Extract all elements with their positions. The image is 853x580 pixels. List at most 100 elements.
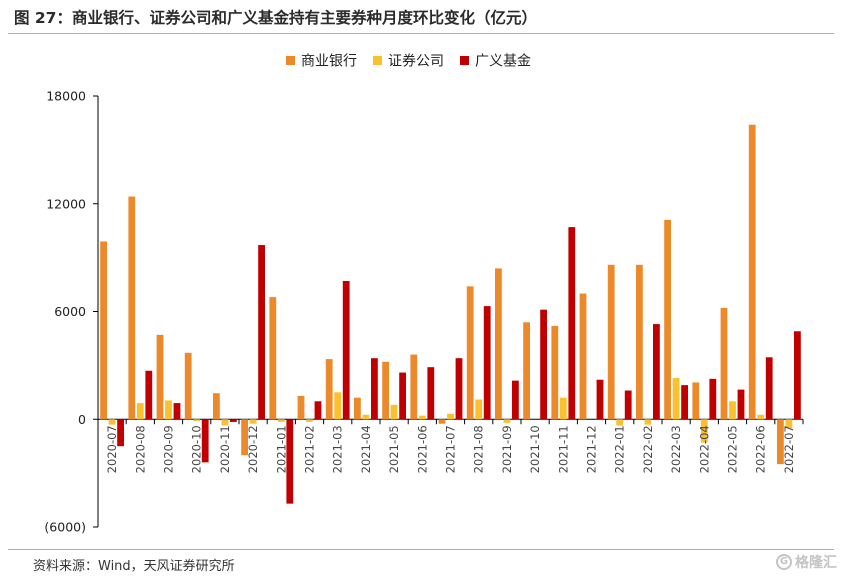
x-tick-label: 2021-04 (359, 425, 373, 473)
x-tick-label: 2021-05 (387, 425, 401, 473)
x-tick-label: 2020-11 (218, 425, 232, 473)
bar-2021-01-s1 (277, 419, 285, 422)
chart-bars (100, 124, 801, 504)
bar-2021-11-s0 (551, 325, 559, 420)
bar-2020-12-s2 (258, 245, 265, 420)
y-tick-label: 6000 (54, 304, 86, 319)
bar-2021-06-s1 (418, 415, 426, 420)
x-tick-label: 2022-02 (641, 425, 655, 473)
bar-2021-06-s0 (410, 354, 418, 420)
bar-2022-07-s2 (794, 331, 801, 420)
watermark-text: 格隆汇 (795, 555, 837, 571)
bar-2021-12-s2 (596, 379, 604, 420)
bar-2021-07-s0 (438, 419, 446, 424)
bar-2021-03-s0 (325, 359, 333, 420)
y-tick-label: (6000) (44, 520, 86, 535)
x-tick-label: 2022-04 (697, 425, 711, 473)
bar-2021-03-s2 (342, 280, 350, 420)
x-tick-label: 2021-12 (585, 425, 599, 473)
x-tick-label: 2020-09 (162, 425, 176, 473)
bar-2022-01-s0 (607, 264, 615, 420)
bar-2022-02-s1 (644, 419, 652, 425)
bar-2022-05-s1 (729, 401, 736, 420)
x-tick-label: 2020-12 (246, 425, 260, 473)
bar-2022-06-s1 (757, 414, 765, 420)
bar-2022-03-s0 (664, 219, 671, 420)
bar-2022-03-s2 (681, 385, 688, 420)
x-tick-label: 2021-11 (556, 425, 570, 473)
bar-2020-07-s1 (108, 419, 116, 425)
bar-2020-08-s1 (136, 403, 144, 420)
bar-2021-07-s2 (455, 358, 463, 420)
watermark-icon: G (776, 554, 792, 570)
bar-2020-12-s0 (241, 419, 248, 456)
bar-2021-09-s2 (512, 380, 519, 420)
y-tick-label: 0 (78, 412, 86, 427)
x-tick-label: 2021-01 (274, 425, 288, 473)
bar-2020-09-s0 (156, 334, 164, 420)
bar-2021-10-s0 (523, 322, 530, 420)
y-tick-label: 12000 (46, 196, 86, 211)
bar-2022-02-s0 (636, 264, 643, 420)
x-tick-label: 2022-05 (726, 425, 740, 473)
title-divider (8, 33, 834, 34)
bar-2021-11-s1 (559, 397, 567, 420)
bar-2020-10-s1 (193, 419, 201, 422)
legend-label: 商业银行 (301, 54, 357, 70)
watermark-logo: G 格隆汇 (776, 552, 837, 572)
legend-label: 证券公司 (388, 54, 444, 70)
bar-2022-05-s0 (720, 307, 728, 420)
bar-2021-03-s1 (334, 392, 342, 420)
bar-2021-08-s2 (483, 306, 491, 420)
source-note: 资料来源：Wind，天风证券研究所 (33, 559, 235, 574)
x-tick-label: 2022-06 (754, 425, 768, 473)
bar-2022-06-s0 (748, 124, 756, 420)
chart-title: 图 27：商业银行、证券公司和广义基金持有主要券种月度环比变化（亿元） (14, 9, 537, 27)
chart-axes: (6000) 0 6000 12000 18000 (44, 89, 804, 535)
footer-divider (8, 549, 834, 550)
bar-2021-02-s0 (297, 395, 305, 420)
bar-2020-11-s1 (221, 419, 229, 426)
bar-2021-04-s0 (354, 397, 361, 420)
bar-2022-04-s2 (709, 378, 717, 420)
bar-2022-05-s2 (737, 389, 745, 420)
x-tick-label: 2021-09 (500, 425, 514, 473)
legend-swatch (460, 56, 469, 65)
bar-2020-10-s2 (201, 419, 209, 463)
x-tick-label: 2022-07 (782, 425, 796, 473)
bar-2020-11-s0 (213, 393, 220, 420)
x-tick-label: 2022-03 (669, 425, 683, 473)
bar-2021-08-s1 (475, 399, 483, 420)
bar-2022-07-s0 (777, 419, 784, 465)
bar-2021-06-s2 (427, 367, 435, 420)
x-tick-label: 2021-03 (331, 425, 345, 473)
chart-category-labels: 2020-07 2020-08 2020-09 2020-10 2020-11 2020-… (105, 425, 796, 473)
bar-2020-10-s0 (184, 352, 192, 420)
bar-2020-09-s2 (173, 403, 181, 420)
bar-2021-05-s1 (390, 404, 398, 420)
bar-2021-10-s2 (540, 309, 547, 420)
bar-2022-07-s1 (785, 419, 793, 429)
bar-2021-01-s0 (269, 297, 277, 420)
bar-2021-04-s1 (362, 414, 370, 420)
bar-2020-07-s2 (117, 419, 124, 447)
bar-2021-09-s0 (495, 268, 502, 420)
bar-2021-02-s1 (306, 419, 313, 422)
bar-2021-08-s0 (466, 286, 474, 420)
bar-2021-07-s1 (447, 413, 454, 420)
legend-label: 广义基金 (475, 53, 531, 70)
chart-legend: 商业银行 证券公司 广义基金 (286, 53, 531, 70)
bar-2022-06-s2 (765, 357, 773, 420)
x-tick-label: 2020-10 (190, 425, 204, 473)
x-tick-label: 2020-07 (105, 425, 119, 473)
bar-2021-12-s0 (579, 293, 587, 420)
x-tick-label: 2021-07 (444, 425, 458, 473)
bar-2021-11-s2 (568, 227, 576, 420)
x-tick-label: 2021-08 (472, 425, 486, 473)
bar-2022-03-s1 (672, 377, 680, 420)
bar-2020-08-s2 (145, 370, 153, 420)
bar-2020-07-s0 (100, 241, 107, 420)
y-tick-label: 18000 (46, 89, 86, 104)
x-tick-label: 2021-10 (528, 425, 542, 473)
